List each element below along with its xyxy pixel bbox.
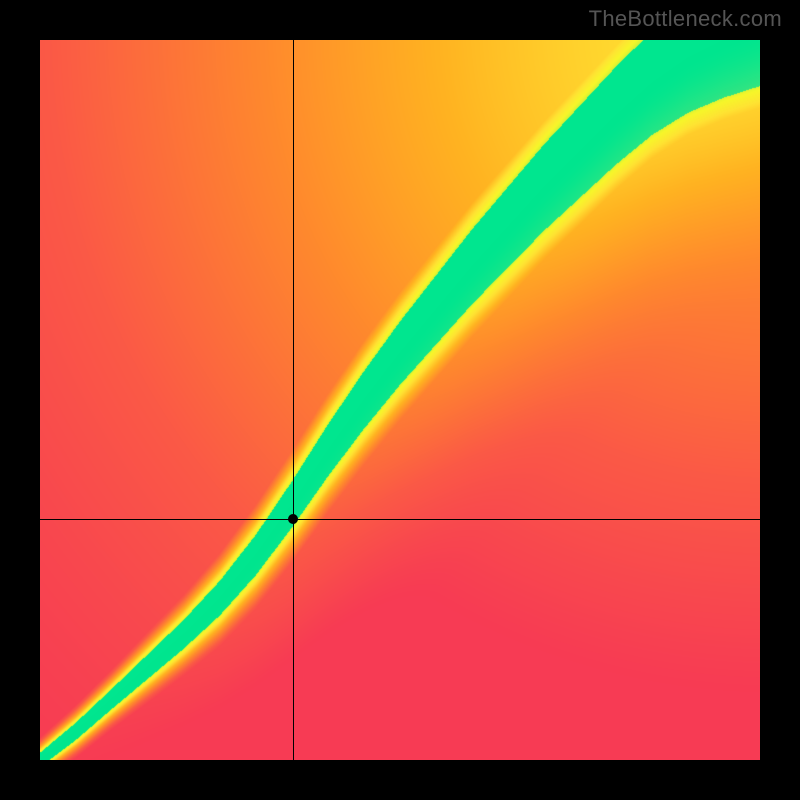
crosshair-horizontal (40, 519, 760, 520)
plot-area (40, 40, 760, 760)
crosshair-dot (288, 514, 298, 524)
heatmap-canvas (40, 40, 760, 760)
watermark-text: TheBottleneck.com (589, 6, 782, 32)
crosshair-vertical (293, 40, 294, 760)
chart-container: TheBottleneck.com (0, 0, 800, 800)
